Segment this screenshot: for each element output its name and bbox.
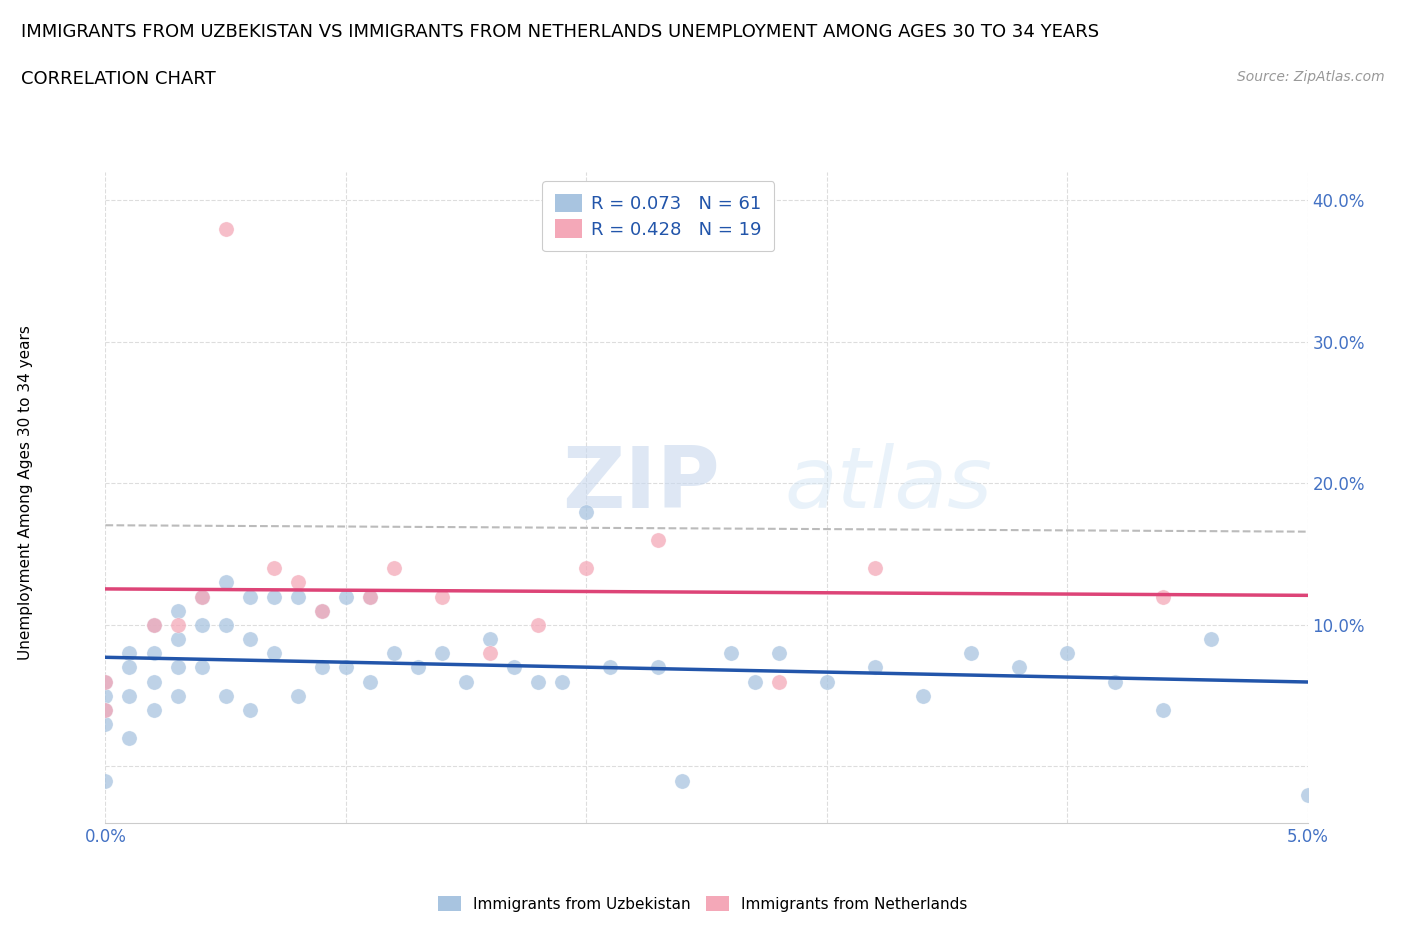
Point: [94, 773, 117, 788]
Point: [118, 688, 141, 703]
Point: [1296, 788, 1319, 803]
Text: ZIP: ZIP: [562, 443, 720, 526]
Point: [287, 688, 309, 703]
Point: [527, 674, 550, 689]
Point: [190, 590, 212, 604]
Point: [359, 590, 381, 604]
Point: [214, 618, 236, 632]
Point: [190, 590, 212, 604]
Point: [815, 674, 838, 689]
Point: [335, 660, 357, 675]
Point: [190, 660, 212, 675]
Point: [527, 618, 550, 632]
Text: Unemployment Among Ages 30 to 34 years: Unemployment Among Ages 30 to 34 years: [18, 326, 32, 660]
Point: [166, 618, 188, 632]
Point: [1152, 590, 1174, 604]
Point: [406, 660, 429, 675]
Point: [166, 660, 188, 675]
Point: [214, 221, 236, 236]
Text: IMMIGRANTS FROM UZBEKISTAN VS IMMIGRANTS FROM NETHERLANDS UNEMPLOYMENT AMONG AGE: IMMIGRANTS FROM UZBEKISTAN VS IMMIGRANTS…: [21, 23, 1099, 41]
Point: [430, 645, 453, 660]
Point: [911, 688, 934, 703]
Point: [311, 604, 333, 618]
Point: [239, 631, 262, 646]
Point: [142, 702, 165, 717]
Point: [768, 674, 790, 689]
Point: [768, 645, 790, 660]
Point: [575, 561, 598, 576]
Point: [1104, 674, 1126, 689]
Point: [335, 590, 357, 604]
Point: [382, 561, 405, 576]
Point: [287, 575, 309, 590]
Point: [118, 645, 141, 660]
Point: [359, 674, 381, 689]
Point: [863, 561, 886, 576]
Point: [744, 674, 766, 689]
Point: [454, 674, 477, 689]
Point: [599, 660, 621, 675]
Point: [94, 674, 117, 689]
Point: [239, 702, 262, 717]
Point: [239, 590, 262, 604]
Point: [382, 645, 405, 660]
Point: [94, 702, 117, 717]
Point: [263, 590, 285, 604]
Point: [166, 631, 188, 646]
Point: [263, 561, 285, 576]
Point: [430, 590, 453, 604]
Point: [94, 716, 117, 731]
Point: [503, 660, 526, 675]
Point: [960, 645, 983, 660]
Point: [287, 590, 309, 604]
Point: [311, 660, 333, 675]
Text: atlas: atlas: [785, 443, 993, 526]
Point: [863, 660, 886, 675]
Point: [551, 674, 574, 689]
Point: [671, 773, 693, 788]
Point: [142, 618, 165, 632]
Point: [575, 504, 598, 519]
Point: [720, 645, 742, 660]
Point: [311, 604, 333, 618]
Point: [479, 631, 502, 646]
Point: [1152, 702, 1174, 717]
Legend: Immigrants from Uzbekistan, Immigrants from Netherlands: Immigrants from Uzbekistan, Immigrants f…: [432, 889, 974, 918]
Point: [166, 688, 188, 703]
Point: [214, 688, 236, 703]
Point: [647, 533, 669, 548]
Point: [1008, 660, 1031, 675]
Point: [1201, 631, 1223, 646]
Point: [142, 618, 165, 632]
Point: [214, 575, 236, 590]
Point: [94, 674, 117, 689]
Point: [118, 660, 141, 675]
Point: [263, 645, 285, 660]
Point: [94, 688, 117, 703]
Point: [166, 604, 188, 618]
Point: [94, 702, 117, 717]
Point: [142, 674, 165, 689]
Text: CORRELATION CHART: CORRELATION CHART: [21, 70, 217, 87]
Text: Source: ZipAtlas.com: Source: ZipAtlas.com: [1237, 70, 1385, 84]
Point: [647, 660, 669, 675]
Point: [479, 645, 502, 660]
Point: [118, 731, 141, 746]
Point: [142, 645, 165, 660]
Legend: R = 0.073   N = 61, R = 0.428   N = 19: R = 0.073 N = 61, R = 0.428 N = 19: [543, 181, 775, 251]
Point: [1056, 645, 1078, 660]
Point: [190, 618, 212, 632]
Point: [359, 590, 381, 604]
